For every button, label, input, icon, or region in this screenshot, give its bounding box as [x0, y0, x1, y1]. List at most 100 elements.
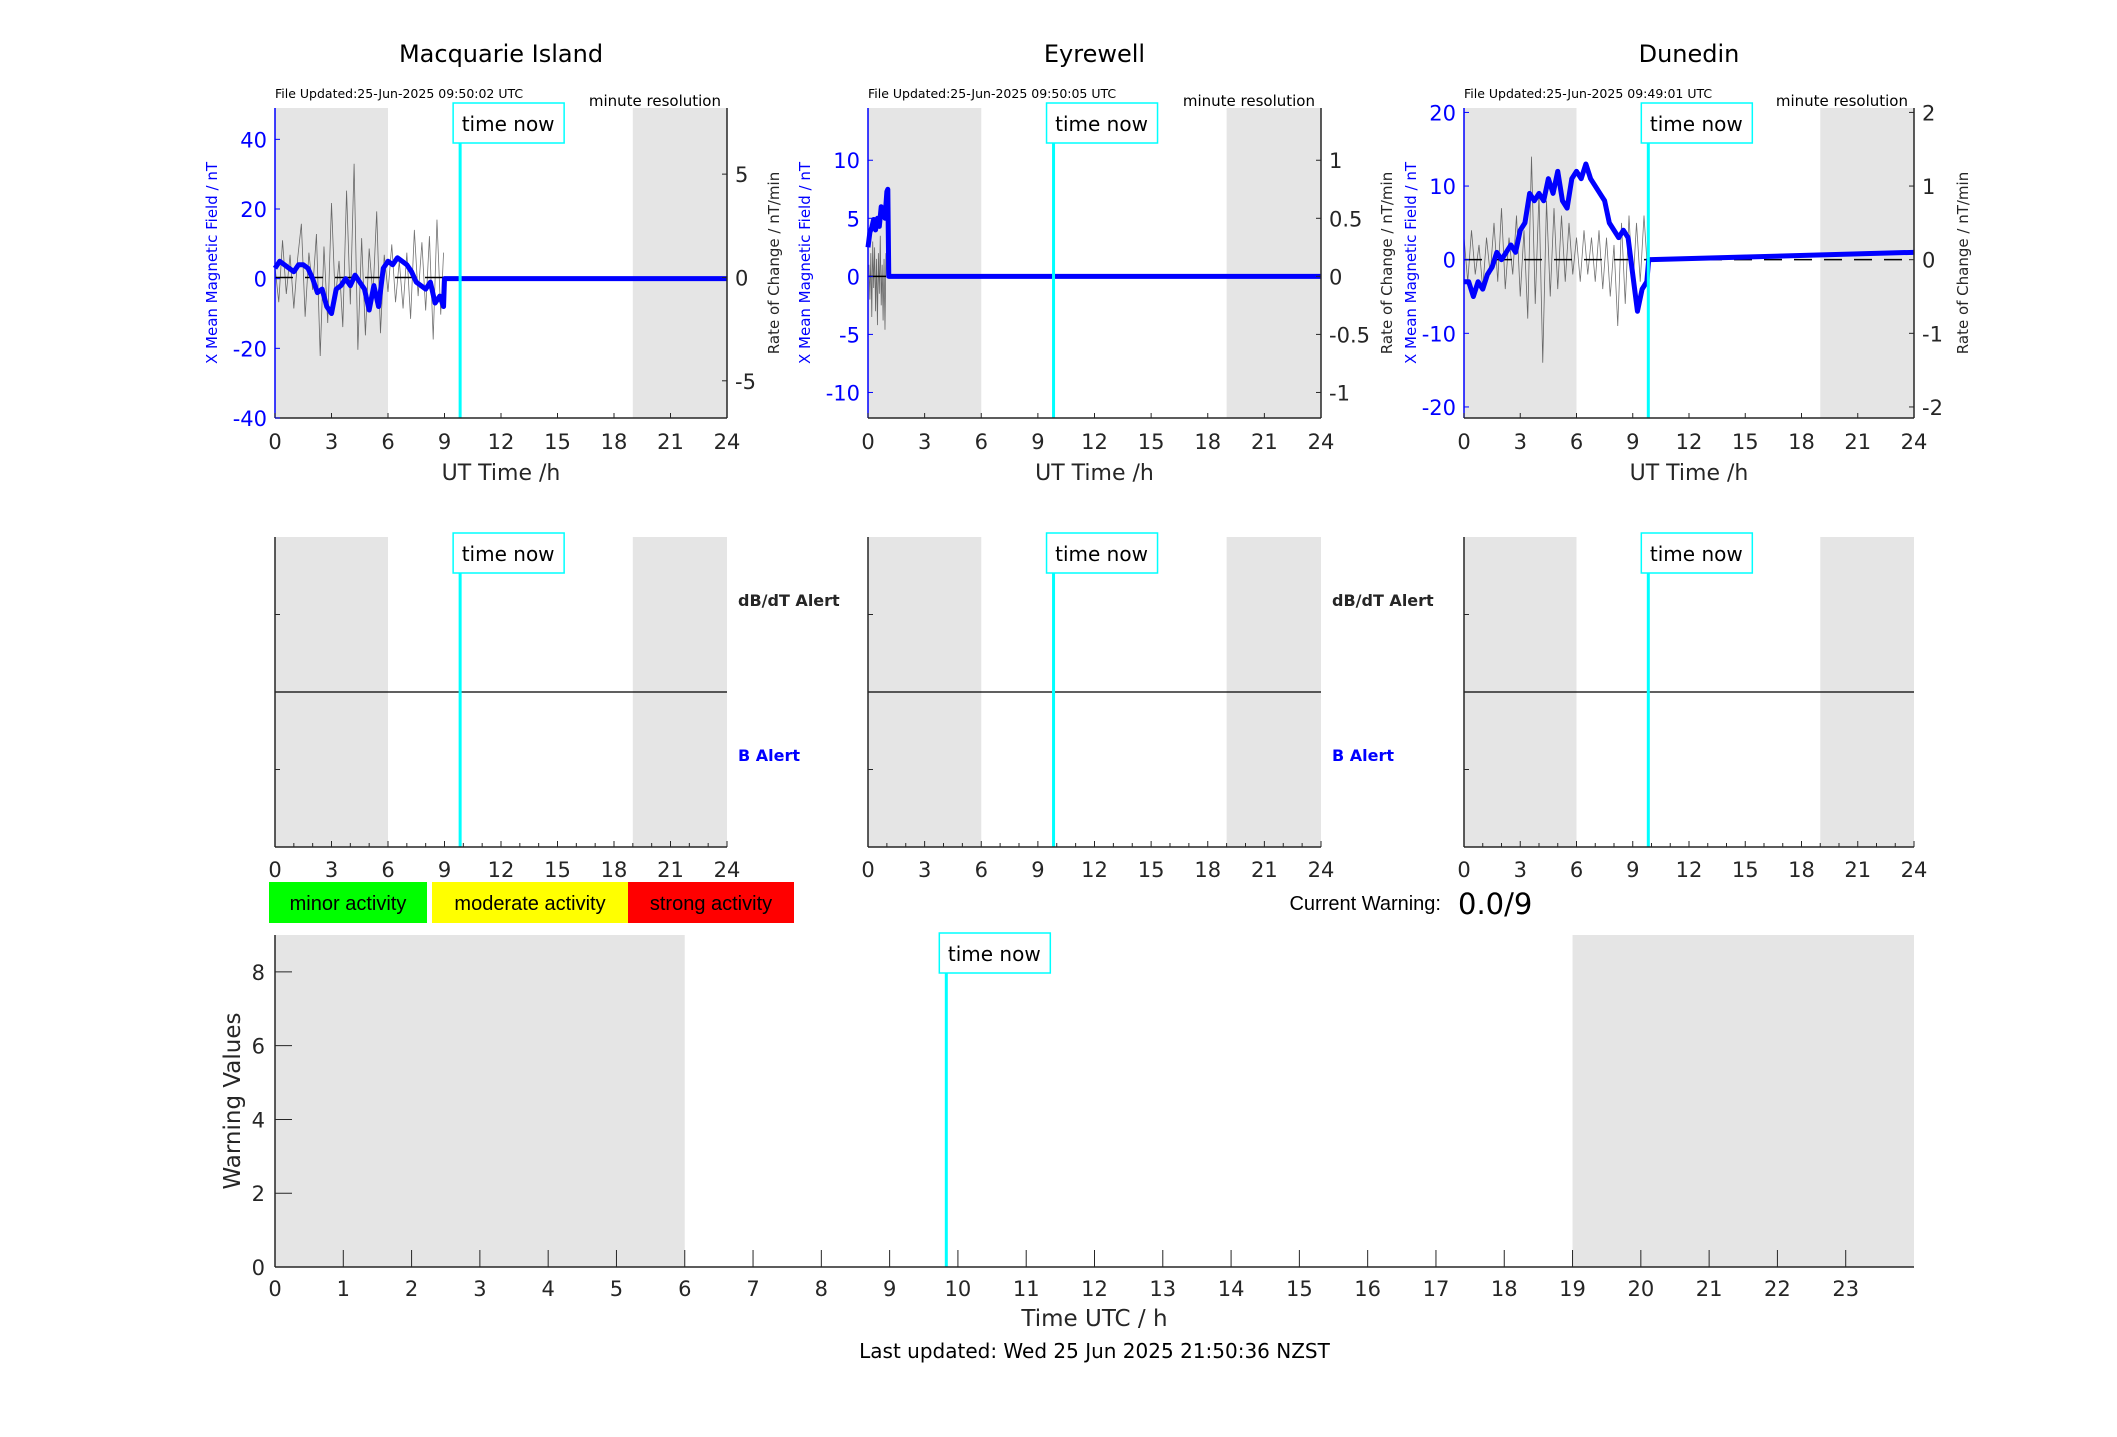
time-now-box — [452, 532, 565, 574]
x-tick-label: 12 — [488, 858, 515, 882]
x-tick-label: 12 — [488, 430, 515, 454]
station-panel-dunedin: Dunedin File Updated:25-Jun-2025 09:49:01… — [1402, 40, 1972, 486]
rate-of-change-series — [1463, 156, 1649, 363]
left-y-axis-label: X Mean Magnetic Field / nT — [1402, 161, 1420, 364]
x-tick-label: 3 — [473, 1277, 486, 1301]
x-tick-label: 15 — [544, 858, 571, 882]
legend-label: strong activity — [650, 893, 772, 915]
x-tick-label: 6 — [381, 430, 394, 454]
x-tick-label: 23 — [1832, 1277, 1859, 1301]
x-tick-label: 6 — [678, 1277, 691, 1301]
right-y-tick-label: 2 — [1922, 101, 1935, 125]
left-y-tick-label: 40 — [240, 128, 267, 152]
rate-of-change-series — [868, 235, 888, 330]
right-y-tick-label: -5 — [735, 370, 756, 394]
right-y-tick-label: -2 — [1922, 396, 1943, 420]
dbdt-alert-label: dB/dT Alert — [738, 591, 840, 610]
x-tick-label: 21 — [1844, 430, 1871, 454]
right-y-tick-label: 5 — [735, 163, 748, 187]
x-tick-label: 6 — [1570, 858, 1583, 882]
x-tick-label: 21 — [1844, 858, 1871, 882]
time-now-label: time now — [1055, 112, 1148, 136]
x-tick-label: 9 — [1626, 858, 1639, 882]
x-tick-label: 12 — [1081, 858, 1108, 882]
x-tick-label: 3 — [1514, 858, 1527, 882]
y-tick-label: 6 — [252, 1035, 265, 1059]
x-tick-label: 6 — [975, 430, 988, 454]
current-warning-label: Current Warning: — [1289, 893, 1441, 915]
legend-item: moderate activity — [432, 882, 628, 923]
x-tick-label: 6 — [1570, 430, 1583, 454]
x-tick-label: 1 — [337, 1277, 350, 1301]
legend-item: strong activity — [628, 882, 794, 923]
x-tick-label: 4 — [541, 1277, 554, 1301]
resolution-label: minute resolution — [1776, 92, 1908, 110]
time-now-label: time now — [1650, 112, 1743, 136]
x-tick-label: 16 — [1354, 1277, 1381, 1301]
x-tick-label: 9 — [438, 858, 451, 882]
x-tick-label: 18 — [1194, 858, 1221, 882]
file-updated-text: File Updated:25-Jun-2025 09:50:05 UTC — [868, 86, 1116, 101]
night-shading — [1572, 935, 1914, 1267]
x-tick-label: 24 — [1901, 430, 1928, 454]
time-now-box — [1640, 532, 1754, 574]
time-now-label: time now — [948, 942, 1041, 966]
night-shading — [632, 108, 727, 418]
right-y-tick-label: 1 — [1922, 175, 1935, 199]
x-tick-label: 6 — [381, 858, 394, 882]
x-tick-label: 15 — [1138, 430, 1165, 454]
x-tick-label: 0 — [268, 430, 281, 454]
x-tick-label: 15 — [1286, 1277, 1313, 1301]
station-panel-eyrewell: Eyrewell File Updated:25-Jun-2025 09:50:0… — [796, 40, 1396, 486]
time-now-box — [1640, 102, 1754, 144]
night-shading — [275, 935, 685, 1267]
time-now-box — [1045, 102, 1159, 144]
night-shading — [1226, 108, 1321, 418]
right-y-axis-label: Rate of Change / nT/min — [1378, 172, 1396, 354]
right-y-tick-label: -0.5 — [1329, 323, 1370, 347]
legend-label: minor activity — [290, 893, 407, 915]
x-tick-label: 7 — [746, 1277, 759, 1301]
x-tick-label: 18 — [1788, 858, 1815, 882]
file-updated-text: File Updated:25-Jun-2025 09:50:02 UTC — [275, 86, 523, 101]
resolution-label: minute resolution — [1183, 92, 1315, 110]
alert-panel: time now 0 3 6 9 12 15 18 21 24 — [1457, 532, 1927, 882]
alert-panel: time now 0 3 6 9 12 15 18 21 24 dB/dT Alert B Alert — [268, 532, 840, 882]
time-now-label: time now — [462, 542, 555, 566]
x-axis-label: UT Time /h — [442, 461, 561, 486]
x-tick-label: 9 — [1031, 858, 1044, 882]
x-tick-label: 21 — [657, 858, 684, 882]
x-tick-label: 12 — [1081, 1277, 1108, 1301]
left-y-tick-label: 0 — [254, 268, 267, 292]
x-tick-label: 21 — [657, 430, 684, 454]
x-tick-label: 0 — [268, 858, 281, 882]
x-tick-label: 18 — [1194, 430, 1221, 454]
left-y-tick-label: 0 — [847, 265, 860, 289]
x-tick-label: 12 — [1081, 430, 1108, 454]
x-tick-label: 6 — [975, 858, 988, 882]
right-y-tick-label: -1 — [1329, 381, 1350, 405]
time-now-label: time now — [1055, 542, 1148, 566]
resolution-label: minute resolution — [589, 92, 721, 110]
x-tick-label: 9 — [438, 430, 451, 454]
legend-swatch — [628, 882, 794, 923]
station-panel-macquarie-island: Macquarie Island File Updated:25-Jun-2025… — [203, 40, 783, 486]
x-tick-label: 15 — [1138, 858, 1165, 882]
x-tick-label: 21 — [1696, 1277, 1723, 1301]
x-tick-label: 18 — [601, 430, 628, 454]
y-tick-label: 0 — [252, 1256, 265, 1280]
x-tick-label: 0 — [268, 1277, 281, 1301]
x-tick-label: 10 — [945, 1277, 972, 1301]
x-mean-field-series — [1464, 161, 1915, 314]
x-tick-label: 15 — [1732, 858, 1759, 882]
x-mean-field-series — [865, 186, 1321, 279]
legend-label: moderate activity — [454, 893, 605, 915]
legend-item: minor activity — [269, 882, 427, 923]
time-now-box — [938, 932, 1052, 974]
left-y-tick-label: 20 — [1429, 101, 1456, 125]
x-tick-label: 3 — [918, 430, 931, 454]
left-y-tick-label: -10 — [826, 381, 860, 405]
x-tick-label: 18 — [601, 858, 628, 882]
x-tick-label: 0 — [861, 430, 874, 454]
